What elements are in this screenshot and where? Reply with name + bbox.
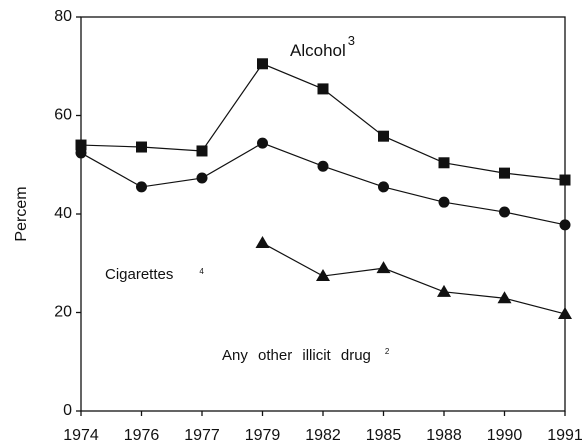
marker — [257, 137, 268, 149]
x-tick-label: 1990 — [487, 427, 523, 444]
x-tick-label: 1974 — [63, 427, 99, 444]
marker — [316, 269, 330, 282]
series-label: Alcohol3 — [290, 33, 355, 60]
marker — [558, 306, 572, 319]
x-tick-label: 1991 — [547, 427, 583, 444]
marker — [499, 206, 510, 218]
marker — [317, 160, 329, 172]
marker — [136, 141, 147, 153]
marker — [559, 174, 571, 186]
y-tick-label: 60 — [54, 107, 72, 124]
marker — [317, 83, 329, 95]
x-tick-label: 1988 — [426, 427, 462, 444]
series-note: 3 — [348, 33, 355, 48]
marker — [437, 284, 451, 297]
marker — [438, 157, 450, 169]
marker — [438, 196, 450, 208]
marker — [376, 261, 391, 274]
marker — [378, 181, 389, 193]
marker — [257, 58, 268, 70]
series-line — [262, 242, 566, 315]
marker — [255, 236, 270, 249]
series-label: Cigarettes 4 — [105, 266, 204, 283]
marker — [136, 181, 147, 193]
x-tick-label: 1979 — [245, 427, 281, 444]
y-tick-label: 40 — [54, 205, 72, 222]
x-tick-label: 1982 — [305, 427, 341, 444]
x-tick-label: 1977 — [184, 427, 220, 444]
x-tick-label: 1976 — [124, 427, 160, 444]
marker — [196, 172, 208, 184]
series-name: Alcohol — [290, 41, 346, 60]
marker — [75, 139, 87, 151]
marker — [497, 291, 512, 304]
marker — [559, 219, 571, 231]
marker — [499, 167, 510, 179]
marker — [378, 130, 389, 142]
series-line — [80, 142, 566, 226]
series-label: Any other illicit drug 2 — [222, 347, 390, 364]
series-note: 2 — [385, 347, 390, 356]
y-tick-label: 0 — [63, 402, 72, 419]
marker — [196, 145, 208, 157]
series-name: Cigarettes — [105, 266, 173, 283]
y-tick-label: 20 — [54, 304, 72, 321]
y-tick-label: 80 — [54, 8, 72, 25]
series-name: Any other illicit drug — [222, 347, 371, 364]
series-note: 4 — [199, 267, 204, 276]
y-axis-label: Percem — [13, 186, 30, 241]
marker — [75, 147, 87, 159]
x-tick-label: 1985 — [366, 427, 402, 444]
